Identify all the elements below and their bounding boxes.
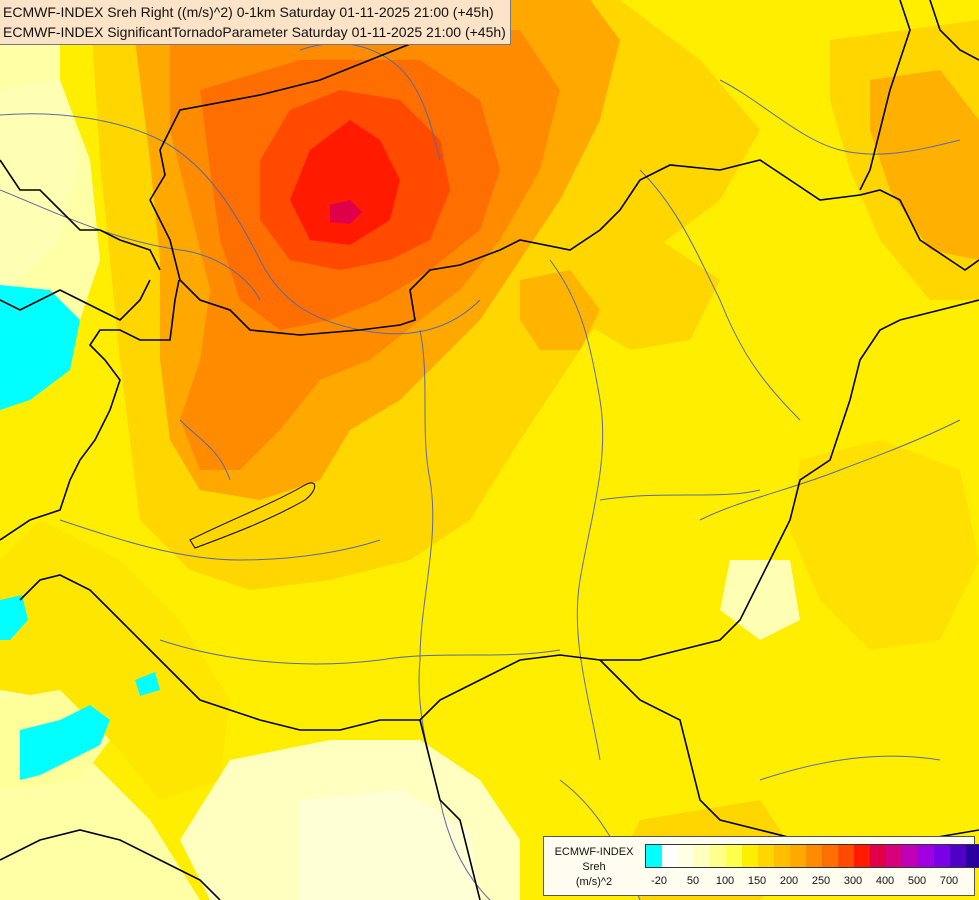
- legend-tick-label: 500: [907, 875, 927, 887]
- legend-swatch: [838, 845, 854, 867]
- legend-swatch: [742, 845, 758, 867]
- legend-tick-label: 400: [875, 875, 895, 887]
- color-legend: ECMWF-INDEX Sreh (m/s)^2 -20 50 100 150 200 2…: [543, 836, 979, 896]
- map-title-secondary: ECMWF-INDEX SignificantTornadoParameter …: [3, 24, 506, 40]
- legend-tick-label: 300: [843, 875, 863, 887]
- legend-tick-label: 200: [779, 875, 799, 887]
- legend-swatch: [758, 845, 774, 867]
- legend-swatch: [934, 845, 950, 867]
- legend-swatch: [774, 845, 790, 867]
- legend-tick-label: 50: [686, 875, 700, 887]
- legend-swatch: [662, 845, 678, 867]
- legend-swatch: [918, 845, 934, 867]
- legend-swatch: [710, 845, 726, 867]
- sreh-field-cyan: [0, 285, 160, 780]
- legend-swatch: [806, 845, 822, 867]
- legend-swatch: [966, 845, 979, 867]
- legend-swatch: [726, 845, 742, 867]
- legend-swatch: [950, 845, 966, 867]
- legend-swatch: [854, 845, 870, 867]
- legend-tick-label: 100: [715, 875, 735, 887]
- legend-tick-label: 700: [939, 875, 959, 887]
- legend-swatch: [678, 845, 694, 867]
- legend-swatch: [886, 845, 902, 867]
- legend-swatch: [790, 845, 806, 867]
- legend-swatch: [694, 845, 710, 867]
- legend-label-model: ECMWF-INDEX: [554, 846, 634, 858]
- legend-label-field: Sreh: [582, 861, 606, 873]
- legend-swatch: [822, 845, 838, 867]
- legend-swatch: [646, 845, 662, 867]
- legend-swatch: [870, 845, 886, 867]
- map-title-box: ECMWF-INDEX Sreh Right ((m/s)^2) 0-1km S…: [0, 0, 511, 45]
- legend-tick-labels: -20 50 100 150 200 250 300 400 500 700: [645, 875, 975, 889]
- legend-label-unit: (m/s)^2: [575, 876, 613, 888]
- legend-tick-label: 150: [747, 875, 767, 887]
- legend-label: ECMWF-INDEX Sreh (m/s)^2: [544, 845, 644, 890]
- legend-color-scale: [645, 844, 979, 868]
- map-title-primary: ECMWF-INDEX Sreh Right ((m/s)^2) 0-1km S…: [3, 4, 494, 20]
- legend-tick-label: 250: [811, 875, 831, 887]
- lake-outline: [189, 482, 316, 549]
- sreh-field-red: [260, 90, 450, 270]
- legend-tick-label: -20: [651, 875, 667, 887]
- legend-swatch: [902, 845, 918, 867]
